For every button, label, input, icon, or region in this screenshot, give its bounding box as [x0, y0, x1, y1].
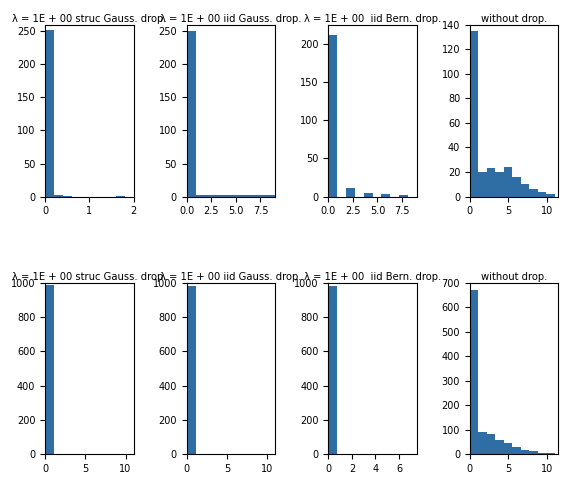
Bar	[258, 195, 266, 197]
Bar	[504, 444, 512, 454]
Bar	[399, 195, 408, 197]
Bar	[364, 193, 373, 197]
Title: λ = 1E + 00 struc Gauss. drop.: λ = 1E + 00 struc Gauss. drop.	[12, 272, 166, 282]
Bar	[381, 194, 390, 197]
Bar	[546, 453, 554, 454]
Bar	[487, 168, 495, 197]
Bar	[529, 189, 537, 197]
Bar	[328, 286, 337, 454]
Bar	[495, 440, 504, 454]
Bar	[478, 432, 487, 454]
Bar	[537, 453, 546, 454]
Bar	[231, 195, 240, 197]
Bar	[512, 177, 521, 197]
Bar	[504, 167, 512, 197]
Bar	[240, 195, 249, 197]
Bar	[495, 172, 504, 197]
Bar	[213, 195, 222, 197]
Bar	[45, 30, 54, 197]
Bar	[196, 195, 204, 197]
Title: λ = 1E + 00 struc Gauss. drop.: λ = 1E + 00 struc Gauss. drop.	[12, 14, 166, 24]
Title: λ = 1E + 00  iid Bern. drop.: λ = 1E + 00 iid Bern. drop.	[304, 14, 441, 24]
Bar	[521, 184, 529, 197]
Bar	[116, 196, 125, 197]
Bar	[187, 31, 196, 197]
Bar	[478, 172, 487, 197]
Bar	[537, 192, 546, 197]
Bar	[63, 196, 72, 197]
Bar	[521, 450, 529, 454]
Title: λ = 1E + 00 iid Gauss. drop.: λ = 1E + 00 iid Gauss. drop.	[160, 14, 302, 24]
Bar	[328, 35, 337, 197]
Bar	[249, 195, 258, 197]
Title: without drop.: without drop.	[481, 14, 547, 24]
Bar	[470, 31, 478, 197]
Bar	[470, 290, 478, 454]
Bar	[512, 447, 521, 454]
Bar	[222, 195, 231, 197]
Bar	[346, 188, 355, 197]
Bar	[54, 195, 63, 197]
Bar	[187, 286, 196, 454]
Bar	[487, 434, 495, 454]
Bar	[546, 194, 554, 197]
Bar	[529, 451, 537, 454]
Bar	[204, 195, 213, 197]
Bar	[45, 285, 54, 454]
Title: λ = 1E + 00 iid Gauss. drop.: λ = 1E + 00 iid Gauss. drop.	[160, 272, 302, 282]
Bar	[266, 195, 275, 197]
Title: λ = 1E + 00  iid Bern. drop.: λ = 1E + 00 iid Bern. drop.	[304, 272, 441, 282]
Title: without drop.: without drop.	[481, 272, 547, 282]
